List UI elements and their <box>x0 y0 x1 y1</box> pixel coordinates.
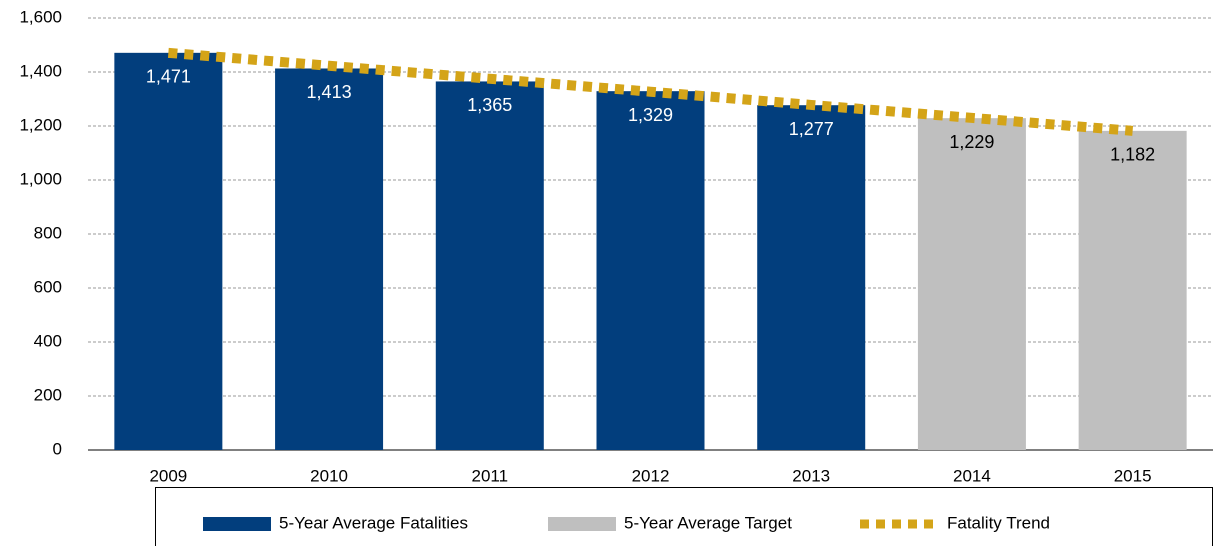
y-tick-label: 1,400 <box>19 61 62 80</box>
x-tick-label: 2011 <box>472 466 509 485</box>
y-tick-label: 600 <box>34 277 62 296</box>
bar <box>757 105 866 451</box>
bar <box>114 52 223 451</box>
y-tick-label: 1,600 <box>19 7 62 26</box>
bar <box>275 68 384 451</box>
legend-label: 5-Year Average Fatalities <box>279 513 468 532</box>
data-label: 1,471 <box>146 67 191 87</box>
legend-swatch <box>548 517 616 531</box>
x-tick-label: 2013 <box>792 466 830 485</box>
y-tick-label: 0 <box>53 439 62 458</box>
y-tick-label: 200 <box>34 385 62 404</box>
data-label: 1,329 <box>628 105 673 125</box>
bar <box>917 118 1026 451</box>
bar <box>1078 130 1187 451</box>
x-tick-label: 2009 <box>149 466 187 485</box>
y-tick-label: 400 <box>34 331 62 350</box>
data-label: 1,277 <box>789 119 834 139</box>
x-tick-label: 2010 <box>310 466 348 485</box>
x-tick-label: 2015 <box>1114 466 1152 485</box>
y-tick-label: 1,200 <box>19 115 62 134</box>
bar <box>596 91 705 451</box>
legend-box <box>155 487 1213 546</box>
data-label: 1,365 <box>467 95 512 115</box>
trend-line <box>167 47 1134 136</box>
legend-swatch <box>203 517 271 531</box>
legend-label: Fatality Trend <box>947 513 1050 532</box>
data-label: 1,413 <box>307 82 352 102</box>
data-label: 1,182 <box>1110 145 1155 165</box>
y-tick-label: 1,000 <box>19 169 62 188</box>
x-tick-label: 2014 <box>953 466 991 485</box>
x-tick-label: 2012 <box>632 466 670 485</box>
data-label: 1,229 <box>949 132 994 152</box>
legend-label: 5-Year Average Target <box>624 513 792 532</box>
bar <box>435 81 544 450</box>
y-tick-label: 800 <box>34 223 62 242</box>
